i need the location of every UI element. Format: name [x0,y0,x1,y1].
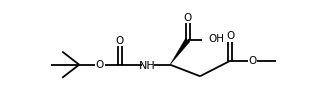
Text: NH: NH [139,61,156,71]
Text: O: O [226,31,234,41]
Text: O: O [96,60,104,70]
Text: O: O [116,36,124,46]
Text: OH: OH [209,34,225,44]
Polygon shape [170,38,190,65]
Text: O: O [248,56,256,66]
Text: O: O [184,14,192,23]
